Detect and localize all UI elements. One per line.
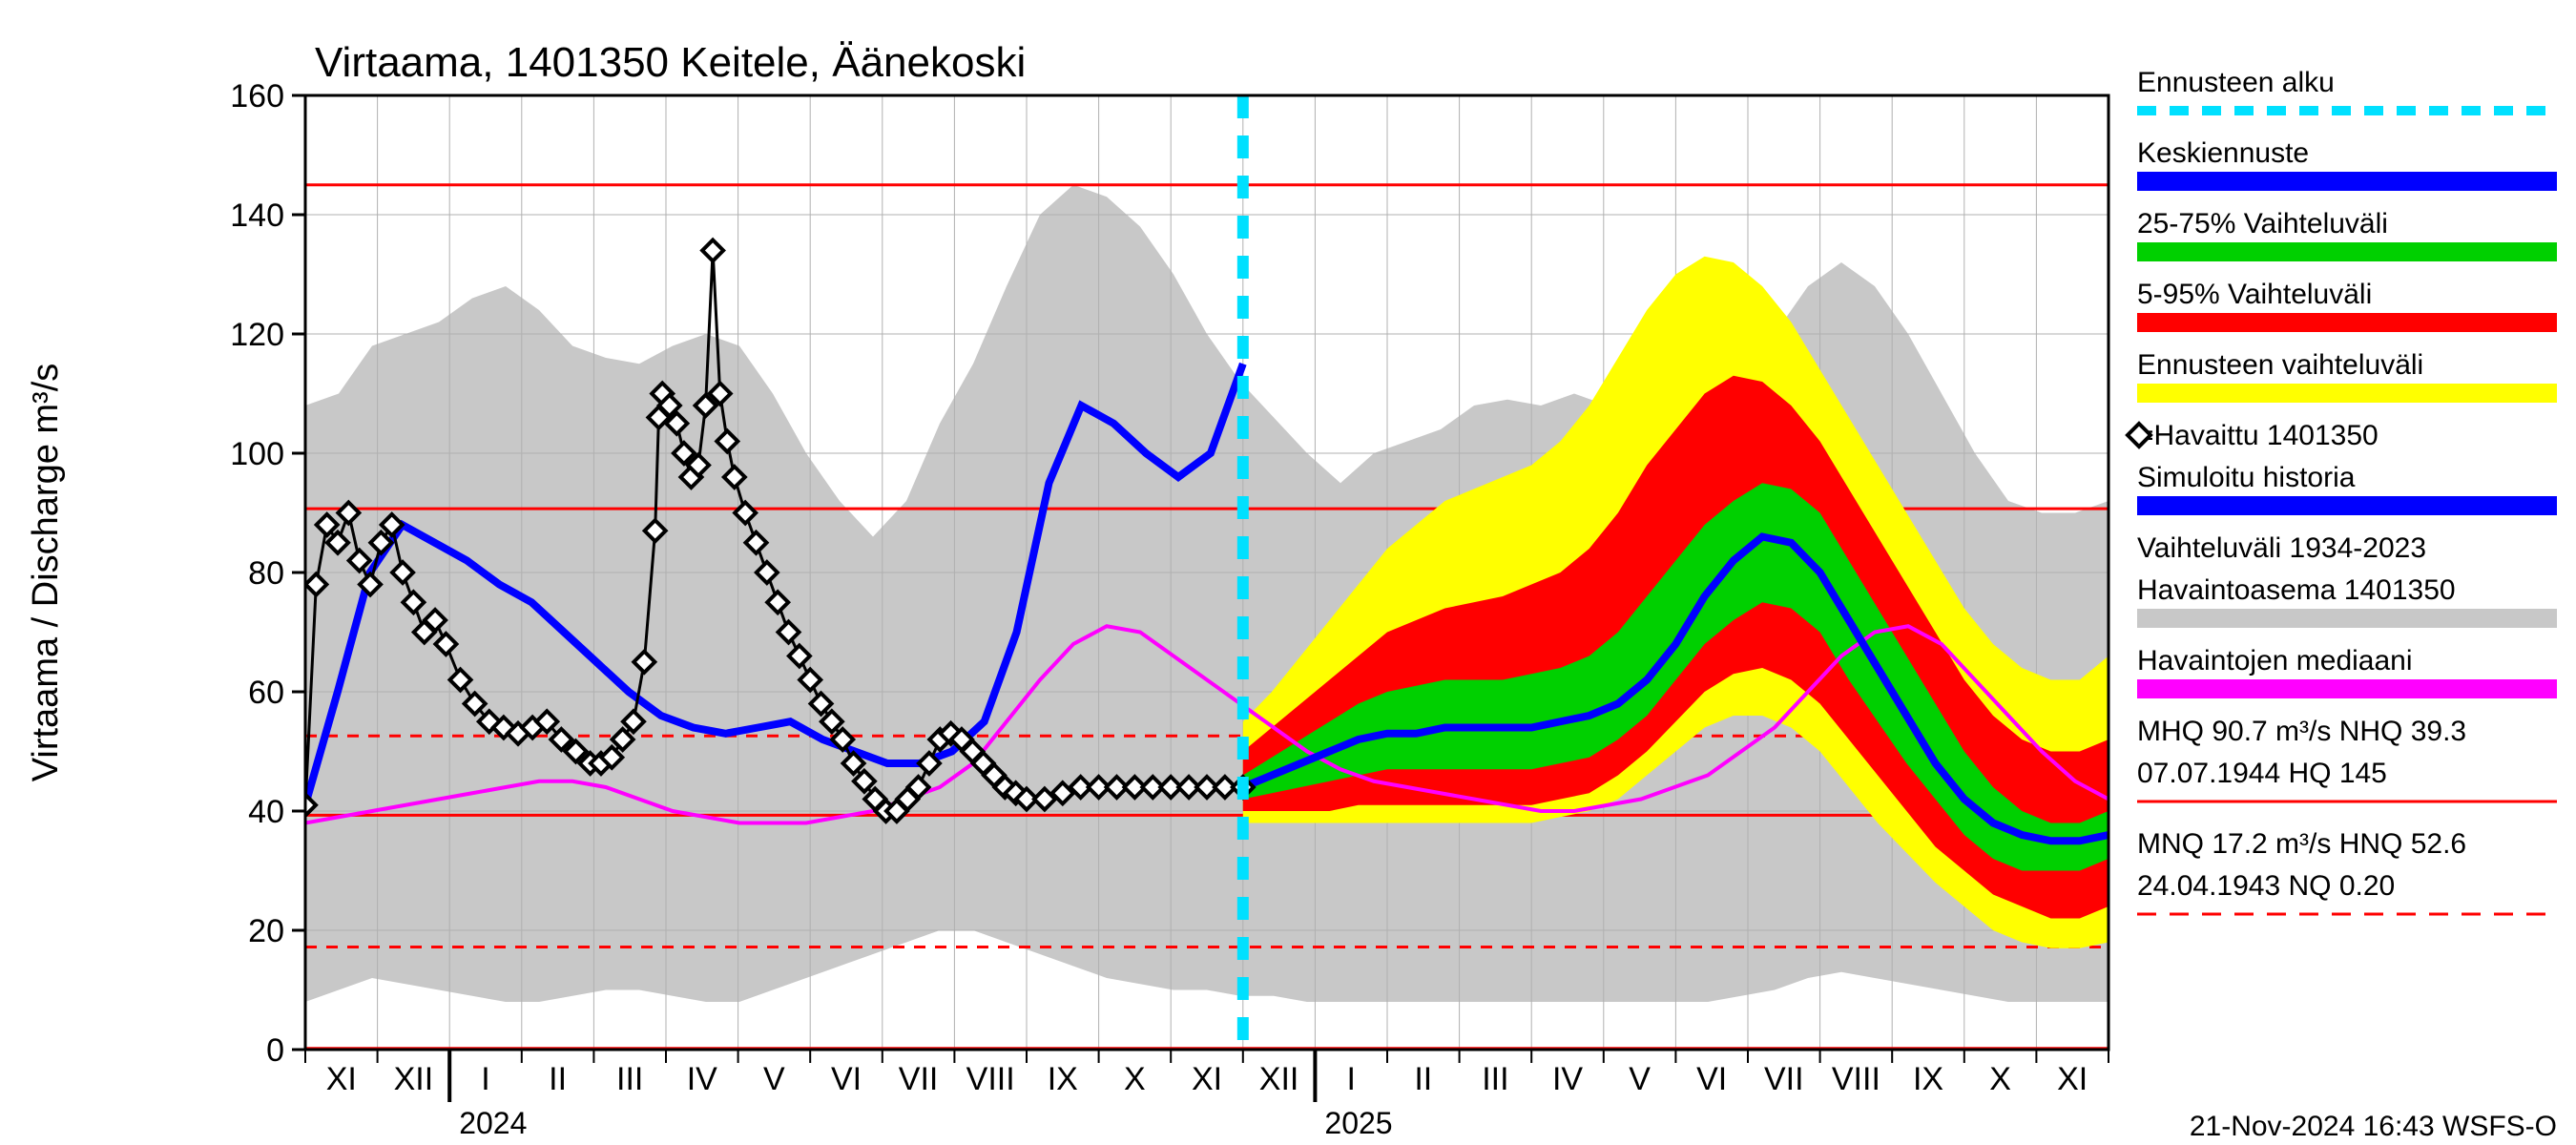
x-tick-label: I: [481, 1061, 489, 1097]
x-tick-label: IX: [1913, 1061, 1943, 1097]
chart-svg: 020406080100120140160XIXIIIIIIIIIVVVIVII…: [0, 0, 2576, 1145]
legend-label: Havaintojen mediaani: [2137, 645, 2413, 677]
x-tick-label: X: [1989, 1061, 2011, 1097]
x-tick-label: VII: [899, 1061, 939, 1097]
legend-label: Simuloitu historia: [2137, 462, 2356, 493]
x-tick-label: VIII: [966, 1061, 1015, 1097]
x-tick-label: III: [616, 1061, 643, 1097]
legend-swatch: [2137, 242, 2557, 261]
x-tick-label: VI: [831, 1061, 862, 1097]
x-tick-label: XII: [394, 1061, 434, 1097]
legend-label: Keskiennuste: [2137, 137, 2309, 169]
legend-swatch: [2137, 609, 2557, 628]
y-tick-label: 100: [230, 436, 284, 472]
legend-label: 07.07.1944 HQ 145: [2137, 758, 2387, 789]
y-tick-label: 160: [230, 78, 284, 114]
legend-label: Havaintoasema 1401350: [2137, 574, 2456, 606]
y-tick-label: 80: [248, 555, 284, 592]
legend-swatch: [2137, 313, 2557, 332]
legend-label: Ennusteen alku: [2137, 67, 2335, 98]
x-tick-label: VI: [1696, 1061, 1727, 1097]
x-tick-label: V: [763, 1061, 785, 1097]
x-tick-label: V: [1629, 1061, 1651, 1097]
legend-label: Ennusteen vaihteluväli: [2137, 349, 2423, 381]
x-tick-label: I: [1346, 1061, 1355, 1097]
footer-timestamp: 21-Nov-2024 16:43 WSFS-O: [2190, 1111, 2557, 1142]
legend-label: MHQ 90.7 m³/s NHQ 39.3: [2137, 716, 2466, 747]
x-tick-label: III: [1482, 1061, 1508, 1097]
chart-title: Virtaama, 1401350 Keitele, Äänekoski: [315, 39, 1026, 86]
x-tick-label: XI: [1192, 1061, 1222, 1097]
x-tick-label: VII: [1764, 1061, 1804, 1097]
y-tick-label: 20: [248, 913, 284, 949]
x-tick-label: IX: [1048, 1061, 1078, 1097]
x-tick-label: XI: [2057, 1061, 2088, 1097]
y-tick-label: 0: [266, 1032, 284, 1069]
y-axis-label: Virtaama / Discharge m³/s: [26, 364, 66, 782]
x-tick-label: XI: [326, 1061, 357, 1097]
x-tick-label: XII: [1259, 1061, 1299, 1097]
x-tick-label: IV: [687, 1061, 717, 1097]
x-tick-label: IV: [1552, 1061, 1583, 1097]
legend-label: 24.04.1943 NQ 0.20: [2137, 870, 2395, 902]
legend-label: MNQ 17.2 m³/s HNQ 52.6: [2137, 828, 2466, 860]
x-tick-label: II: [549, 1061, 567, 1097]
hydrograph-chart: 020406080100120140160XIXIIIIIIIIIVVVIVII…: [0, 0, 2576, 1145]
legend-label: Vaihteluväli 1934-2023: [2137, 532, 2426, 564]
legend-label: 25-75% Vaihteluväli: [2137, 208, 2388, 239]
legend-swatch: [2137, 496, 2557, 515]
x-tick-label: II: [1414, 1061, 1432, 1097]
legend-label: =Havaittu 1401350: [2137, 420, 2379, 451]
x-tick-label: VIII: [1832, 1061, 1880, 1097]
y-tick-label: 40: [248, 794, 284, 830]
y-tick-label: 60: [248, 675, 284, 711]
y-tick-label: 140: [230, 198, 284, 234]
year-label: 2025: [1324, 1106, 1392, 1140]
legend-label: 5-95% Vaihteluväli: [2137, 279, 2372, 310]
legend-swatch: [2137, 679, 2557, 698]
y-tick-label: 120: [230, 317, 284, 353]
legend-swatch: [2137, 384, 2557, 403]
legend-swatch: [2137, 172, 2557, 191]
x-tick-label: X: [1124, 1061, 1146, 1097]
year-label: 2024: [459, 1106, 527, 1140]
